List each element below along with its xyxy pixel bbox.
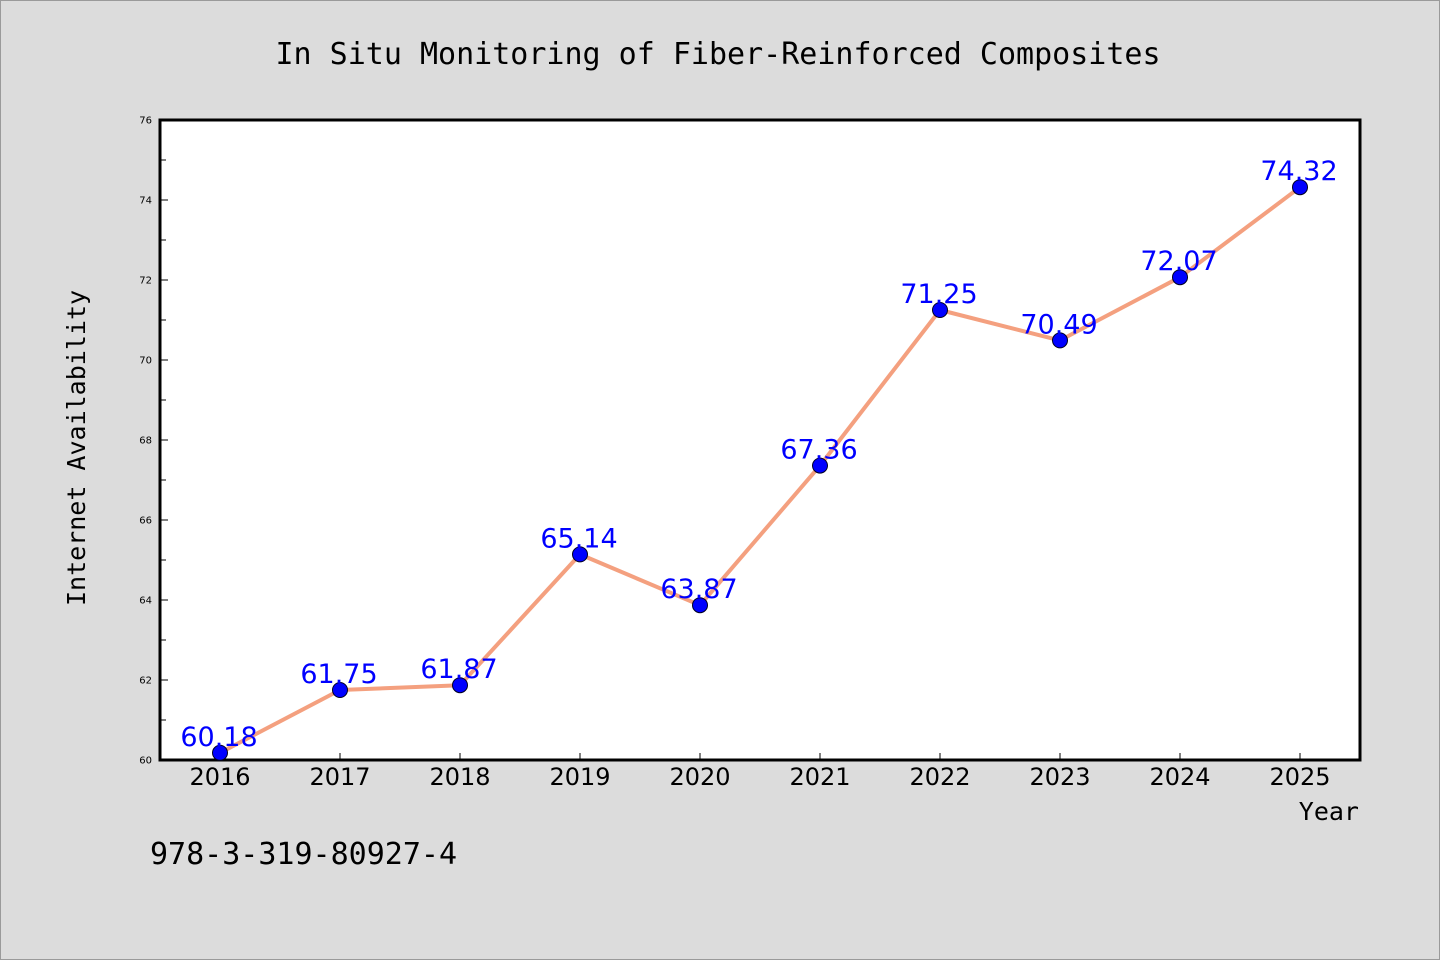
x-axis-title: Year: [1299, 797, 1359, 826]
series-layer: [212, 179, 1308, 761]
data-label: 74.32: [1260, 156, 1337, 187]
data-label: 72.07: [1140, 246, 1217, 277]
data-point: [452, 677, 468, 694]
x-tick-label: 2023: [1029, 763, 1090, 791]
data-point: [1292, 179, 1308, 196]
y-tick-label: 74: [139, 196, 152, 207]
y-axis-title: Internet Availability: [62, 290, 91, 606]
data-label: 71.25: [900, 279, 977, 310]
y-tick-label: 72: [139, 276, 152, 287]
chart-title: In Situ Monitoring of Fiber-Reinforced C…: [275, 37, 1160, 72]
y-tick-label: 70: [139, 356, 152, 367]
data-point: [212, 744, 228, 761]
data-point: [1172, 269, 1188, 286]
isbn-footer: 978-3-319-80927-4: [150, 837, 457, 872]
plot-area: [158, 118, 1362, 762]
data-label-layer: 60.18 61.75 61.87 65.14 63.87 67.36 71.25 70.49…: [180, 156, 1337, 753]
series-line: [218, 185, 1302, 755]
data-label: 61.75: [300, 659, 377, 690]
y-tick-label: 66: [139, 516, 152, 527]
data-point: [692, 597, 708, 614]
data-label: 70.49: [1020, 309, 1097, 340]
x-tick-label: 2020: [669, 763, 730, 791]
x-tick-label: 2022: [909, 763, 970, 791]
y-tick-label: 76: [139, 116, 152, 127]
x-tick-label: 2025: [1269, 763, 1330, 791]
data-label: 63.87: [660, 574, 737, 605]
data-label: 61.87: [420, 654, 497, 685]
data-point: [332, 682, 348, 698]
x-tick-label: 2018: [429, 763, 490, 791]
x-tick-label: 2016: [189, 763, 250, 791]
data-point: [932, 302, 948, 318]
x-tick-label: 2019: [549, 763, 610, 791]
x-tick-label: 2021: [789, 763, 850, 791]
y-axis: 60 62 64 66 68 70 72 74 76: [139, 116, 168, 767]
x-tick-label: 2017: [309, 763, 370, 791]
x-axis: 2016 2017 2018 2019 2020 2021 2022 2023 2024 2025: [189, 753, 1331, 791]
y-tick-label: 62: [139, 676, 152, 687]
x-tick-label: 2024: [1149, 763, 1210, 791]
data-label: 65.14: [540, 523, 617, 554]
data-point: [812, 457, 828, 474]
data-point: [1052, 332, 1068, 349]
data-label: 67.36: [780, 435, 857, 466]
y-tick-label: 60: [139, 756, 152, 767]
y-tick-label: 68: [139, 436, 152, 447]
y-tick-label: 64: [139, 596, 152, 607]
data-point: [572, 546, 588, 563]
data-label: 60.18: [180, 722, 257, 753]
